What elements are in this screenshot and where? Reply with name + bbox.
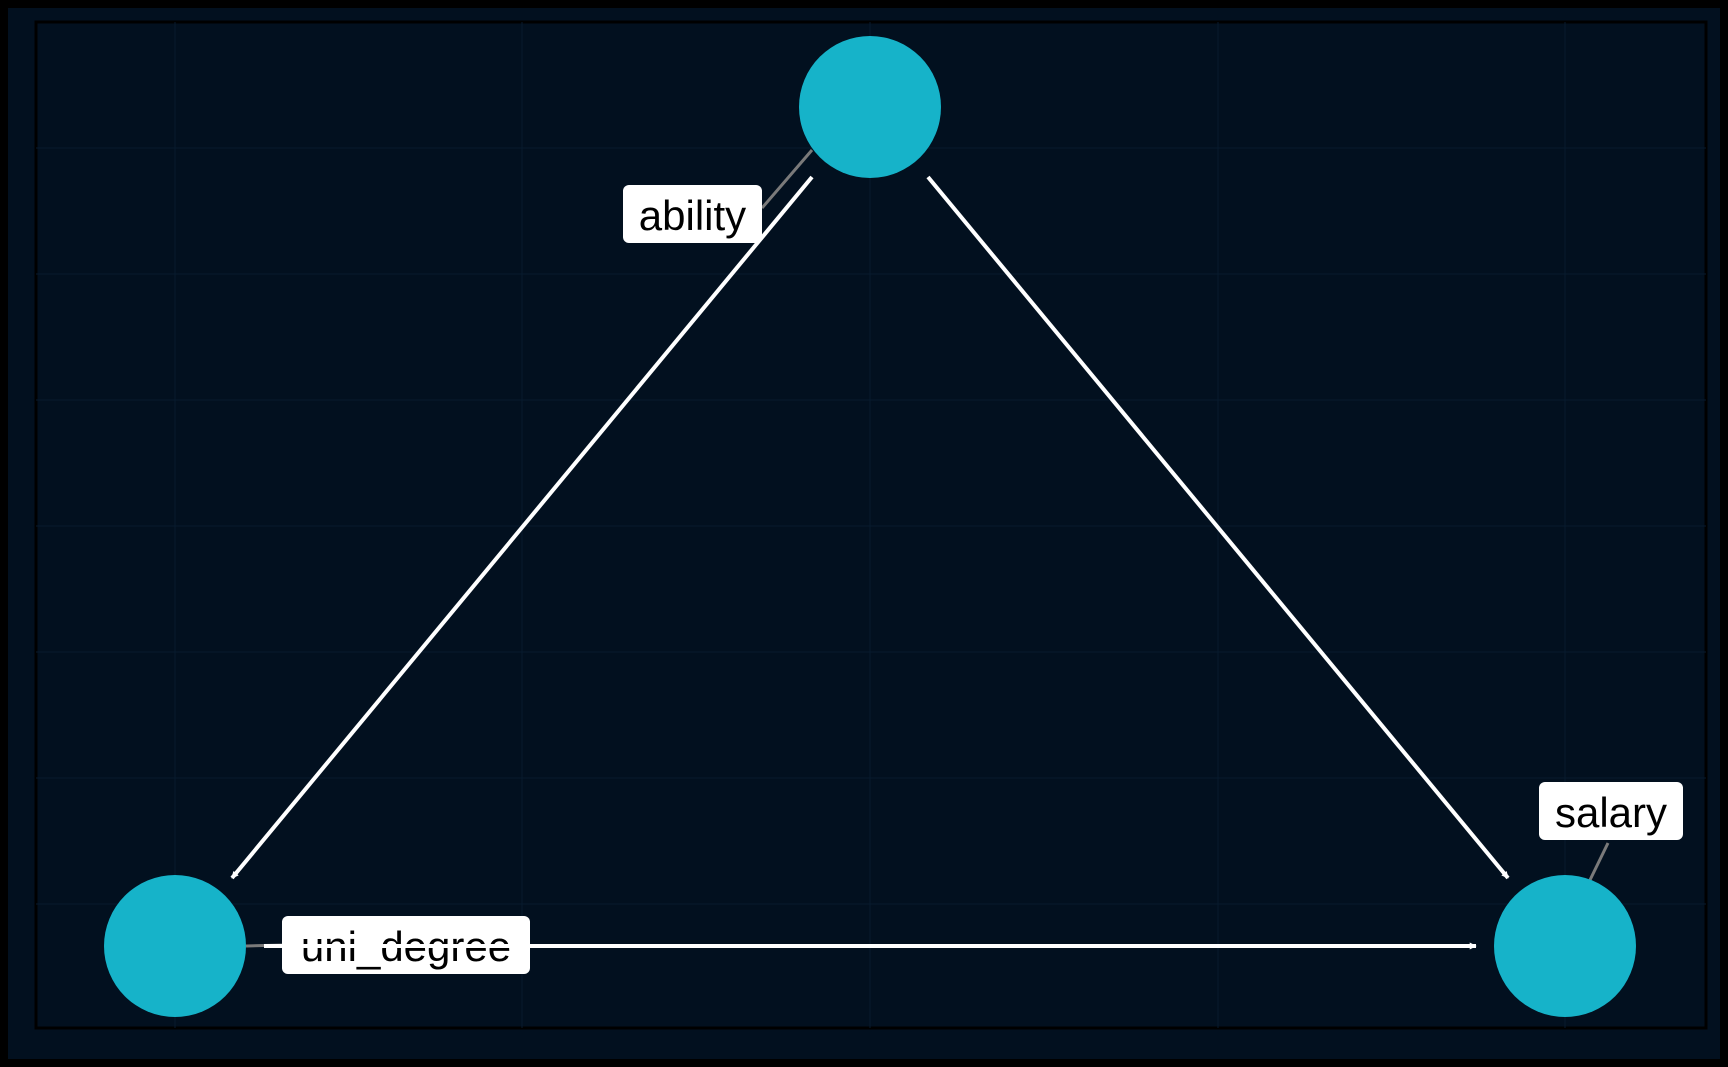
label-ability-text: ability — [639, 192, 746, 239]
edge-ability-to-uni-degree — [230, 175, 814, 880]
node-uni-degree[interactable] — [104, 875, 246, 1017]
label-salary: salary — [1539, 782, 1683, 840]
salary-label-leader — [1588, 842, 1610, 881]
plot-inner-border — [34, 20, 1708, 1030]
edge-ability-to-salary — [926, 175, 1510, 880]
node-salary[interactable] — [1494, 875, 1636, 1017]
label-ability: ability — [623, 185, 762, 243]
nodes — [104, 36, 1636, 1017]
label-salary-text: salary — [1555, 789, 1667, 836]
plot-panel — [8, 8, 1720, 1059]
node-ability[interactable] — [799, 36, 941, 178]
ability-label-leader — [760, 149, 814, 209]
